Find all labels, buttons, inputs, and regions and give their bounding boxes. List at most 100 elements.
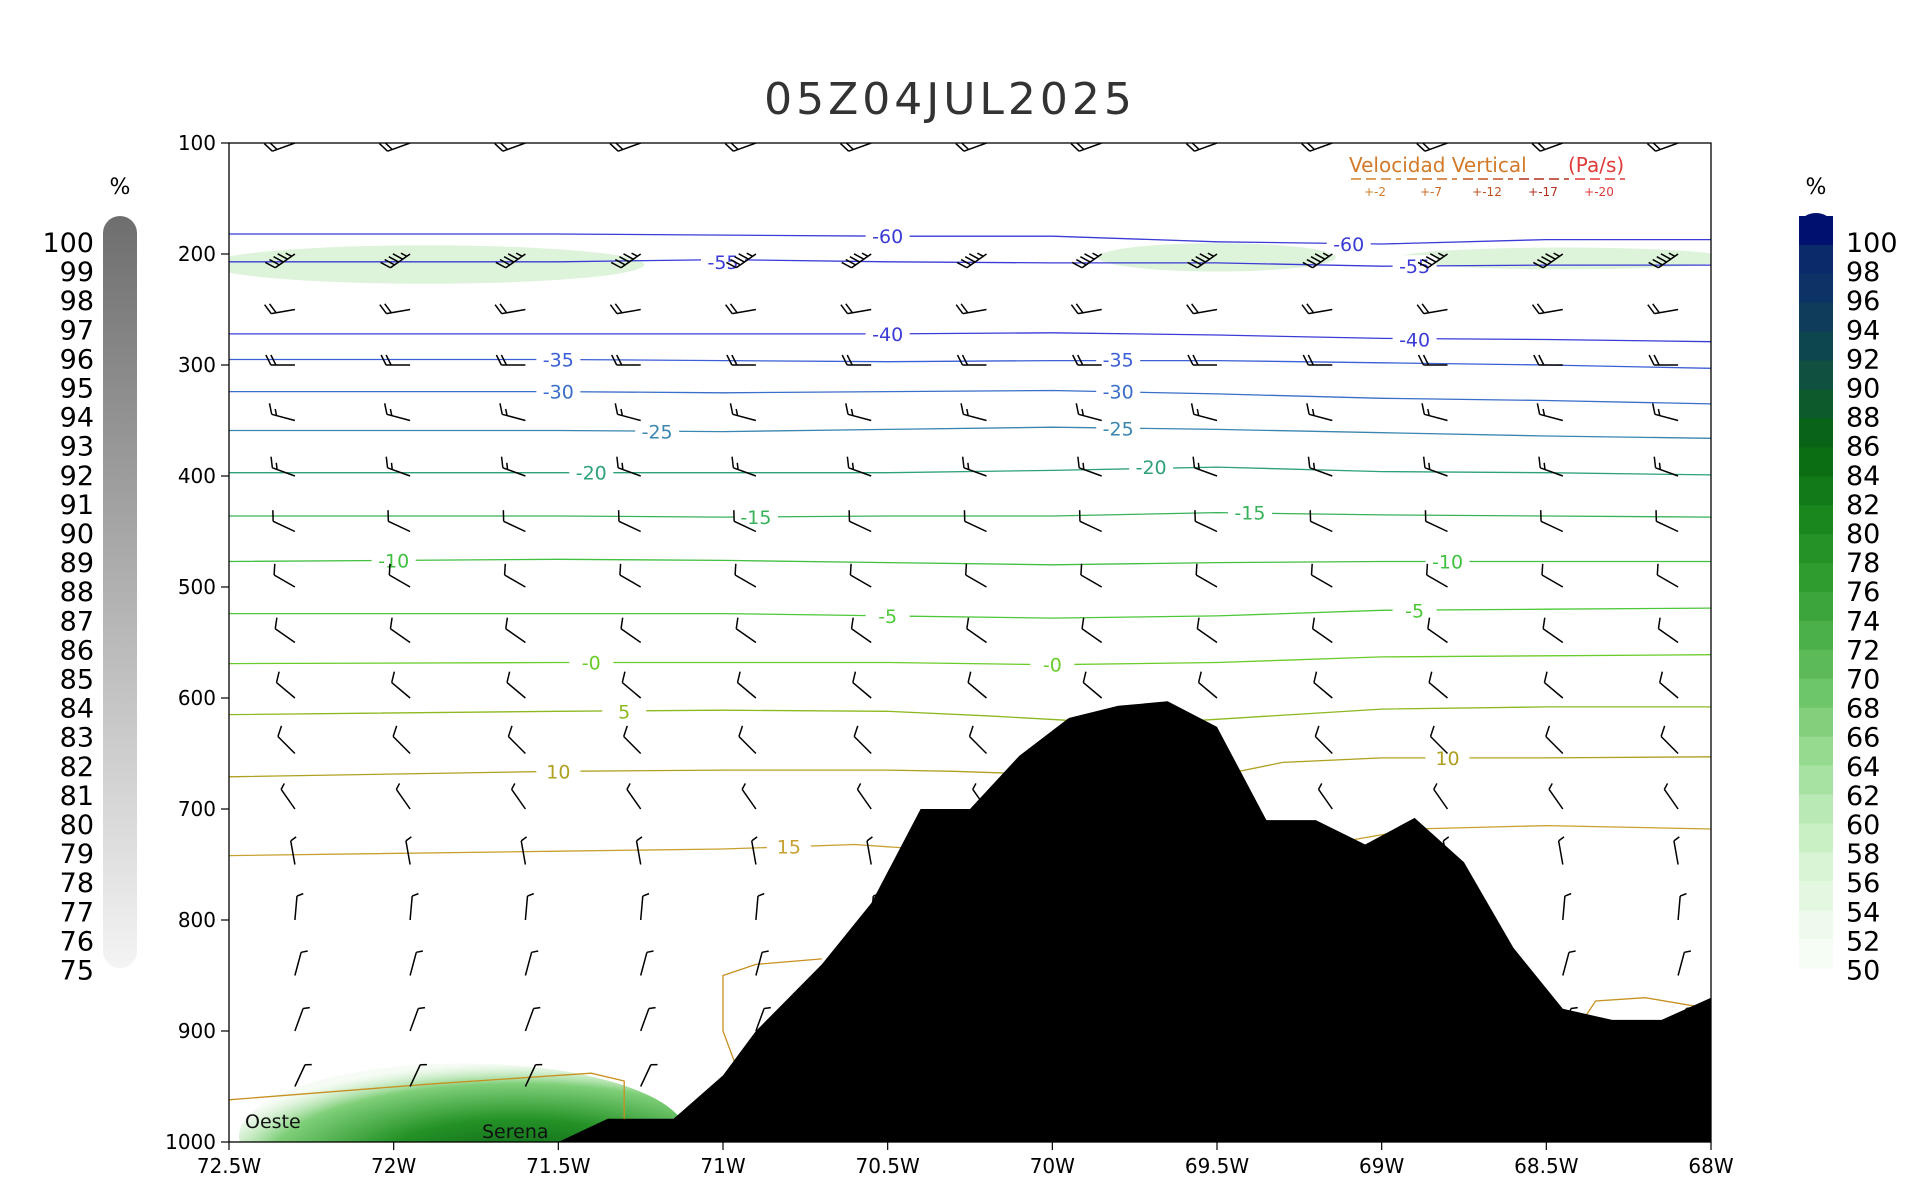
barb-staff <box>1545 735 1564 755</box>
contour-label-bg <box>371 549 416 570</box>
barb-flag <box>1538 456 1541 468</box>
wind-barb <box>524 892 535 921</box>
contour-label: -5 <box>1405 600 1424 622</box>
right-colorbar-label: 68 <box>1846 694 1880 725</box>
barb-half-flag <box>285 252 292 257</box>
wind-barb <box>503 563 526 588</box>
barb-half-flag <box>1543 462 1546 470</box>
barb-flag <box>1647 304 1656 315</box>
barb-flag <box>960 403 965 415</box>
barb-flag <box>1301 143 1311 152</box>
barb-flag <box>1075 303 1084 314</box>
barb-flag <box>503 256 515 263</box>
barb-flag <box>616 456 619 468</box>
barb-flag <box>273 256 284 263</box>
barb-staff <box>619 574 642 588</box>
legend-entries: +-2 +-7 +-12 +-17 +-20 <box>1351 178 1625 199</box>
barb-half-flag <box>1679 892 1687 897</box>
wind-barb <box>1677 950 1692 976</box>
barb-staff <box>1542 628 1564 644</box>
right-colorbar-cell <box>1799 765 1833 796</box>
annotation-serena: Serena <box>482 1121 549 1143</box>
barb-flag <box>1416 304 1425 315</box>
barb-flag <box>504 617 509 629</box>
barb-half-flag <box>400 252 408 257</box>
barb-half-flag <box>274 408 278 416</box>
contour-label-bg <box>1096 417 1141 438</box>
barb-half-flag <box>296 892 304 897</box>
right-colorbar-cell <box>1799 736 1833 767</box>
barb-staff <box>388 520 411 533</box>
barb-half-flag <box>757 892 765 897</box>
barb-half-flag <box>972 783 977 790</box>
barb-staff <box>1424 143 1448 152</box>
left-colorbar-label: 87 <box>60 606 94 637</box>
barb-flag <box>1422 354 1430 366</box>
barb-flag <box>378 143 389 152</box>
barb-staff <box>965 574 987 588</box>
wind-barb <box>1421 403 1448 422</box>
y-tick-label: 100 <box>178 131 216 155</box>
barb-half-flag <box>405 836 412 842</box>
barb-flag <box>392 253 404 260</box>
barb-flag <box>269 258 280 266</box>
x-tick-label: 68W <box>1688 1154 1733 1178</box>
barb-flag <box>1656 256 1667 263</box>
barb-staff <box>1539 308 1563 315</box>
wind-barb <box>272 510 296 533</box>
barb-staff <box>505 628 526 644</box>
barb-flag <box>500 456 504 468</box>
wind-barb <box>725 303 757 315</box>
wind-barb <box>1548 783 1564 810</box>
contour-line <box>229 769 1020 778</box>
barb-flag <box>1656 563 1659 576</box>
barb-flag <box>729 403 734 415</box>
barb-staff <box>1081 253 1103 269</box>
wind-barb <box>966 617 987 644</box>
left-colorbar-label: 98 <box>60 286 94 317</box>
barb-staff <box>626 788 642 810</box>
barb-staff <box>734 574 757 588</box>
wind-barb <box>1677 892 1687 921</box>
right-colorbar-label: 64 <box>1846 752 1880 783</box>
barb-staff <box>1655 143 1679 152</box>
wind-barb <box>1313 671 1333 699</box>
barb-flag <box>956 261 968 269</box>
barb-flag <box>270 456 274 468</box>
barb-staff <box>617 143 641 152</box>
barb-staff <box>1663 788 1679 810</box>
barb-staff <box>503 520 526 533</box>
barb-flag <box>1080 563 1083 576</box>
barb-flag <box>619 563 622 576</box>
barb-half-flag <box>389 408 393 416</box>
wind-barb <box>734 563 757 588</box>
right-colorbar-cells <box>1799 213 1833 969</box>
wind-barb <box>1309 510 1333 533</box>
wind-barb <box>409 892 419 921</box>
wind-barb <box>499 403 526 422</box>
contour-label: -40 <box>872 324 903 346</box>
right-colorbar-label: 74 <box>1846 606 1880 637</box>
barb-half-flag <box>1433 783 1438 790</box>
left-colorbar-label: 85 <box>60 665 94 696</box>
barb-flag <box>968 725 974 737</box>
wind-barb <box>1081 617 1103 644</box>
barb-flag <box>845 303 854 314</box>
barb-half-flag <box>650 1063 658 1066</box>
barb-staff <box>1423 308 1448 315</box>
right-colorbar-label: 98 <box>1846 257 1880 288</box>
barb-flag <box>385 354 392 366</box>
contour-label: -55 <box>707 252 738 274</box>
barb-flag <box>1545 725 1551 737</box>
wind-barb <box>852 671 872 699</box>
wind-barb <box>510 783 527 810</box>
contour-line <box>229 332 1711 343</box>
barb-staff <box>1424 413 1448 422</box>
left-colorbar-label: 94 <box>60 403 94 434</box>
barb-flag <box>1192 456 1196 468</box>
contour-label: -0 <box>1043 655 1062 677</box>
barb-half-flag <box>275 462 278 470</box>
contour-label-bg <box>733 506 778 527</box>
right-colorbar-cell <box>1799 592 1833 622</box>
